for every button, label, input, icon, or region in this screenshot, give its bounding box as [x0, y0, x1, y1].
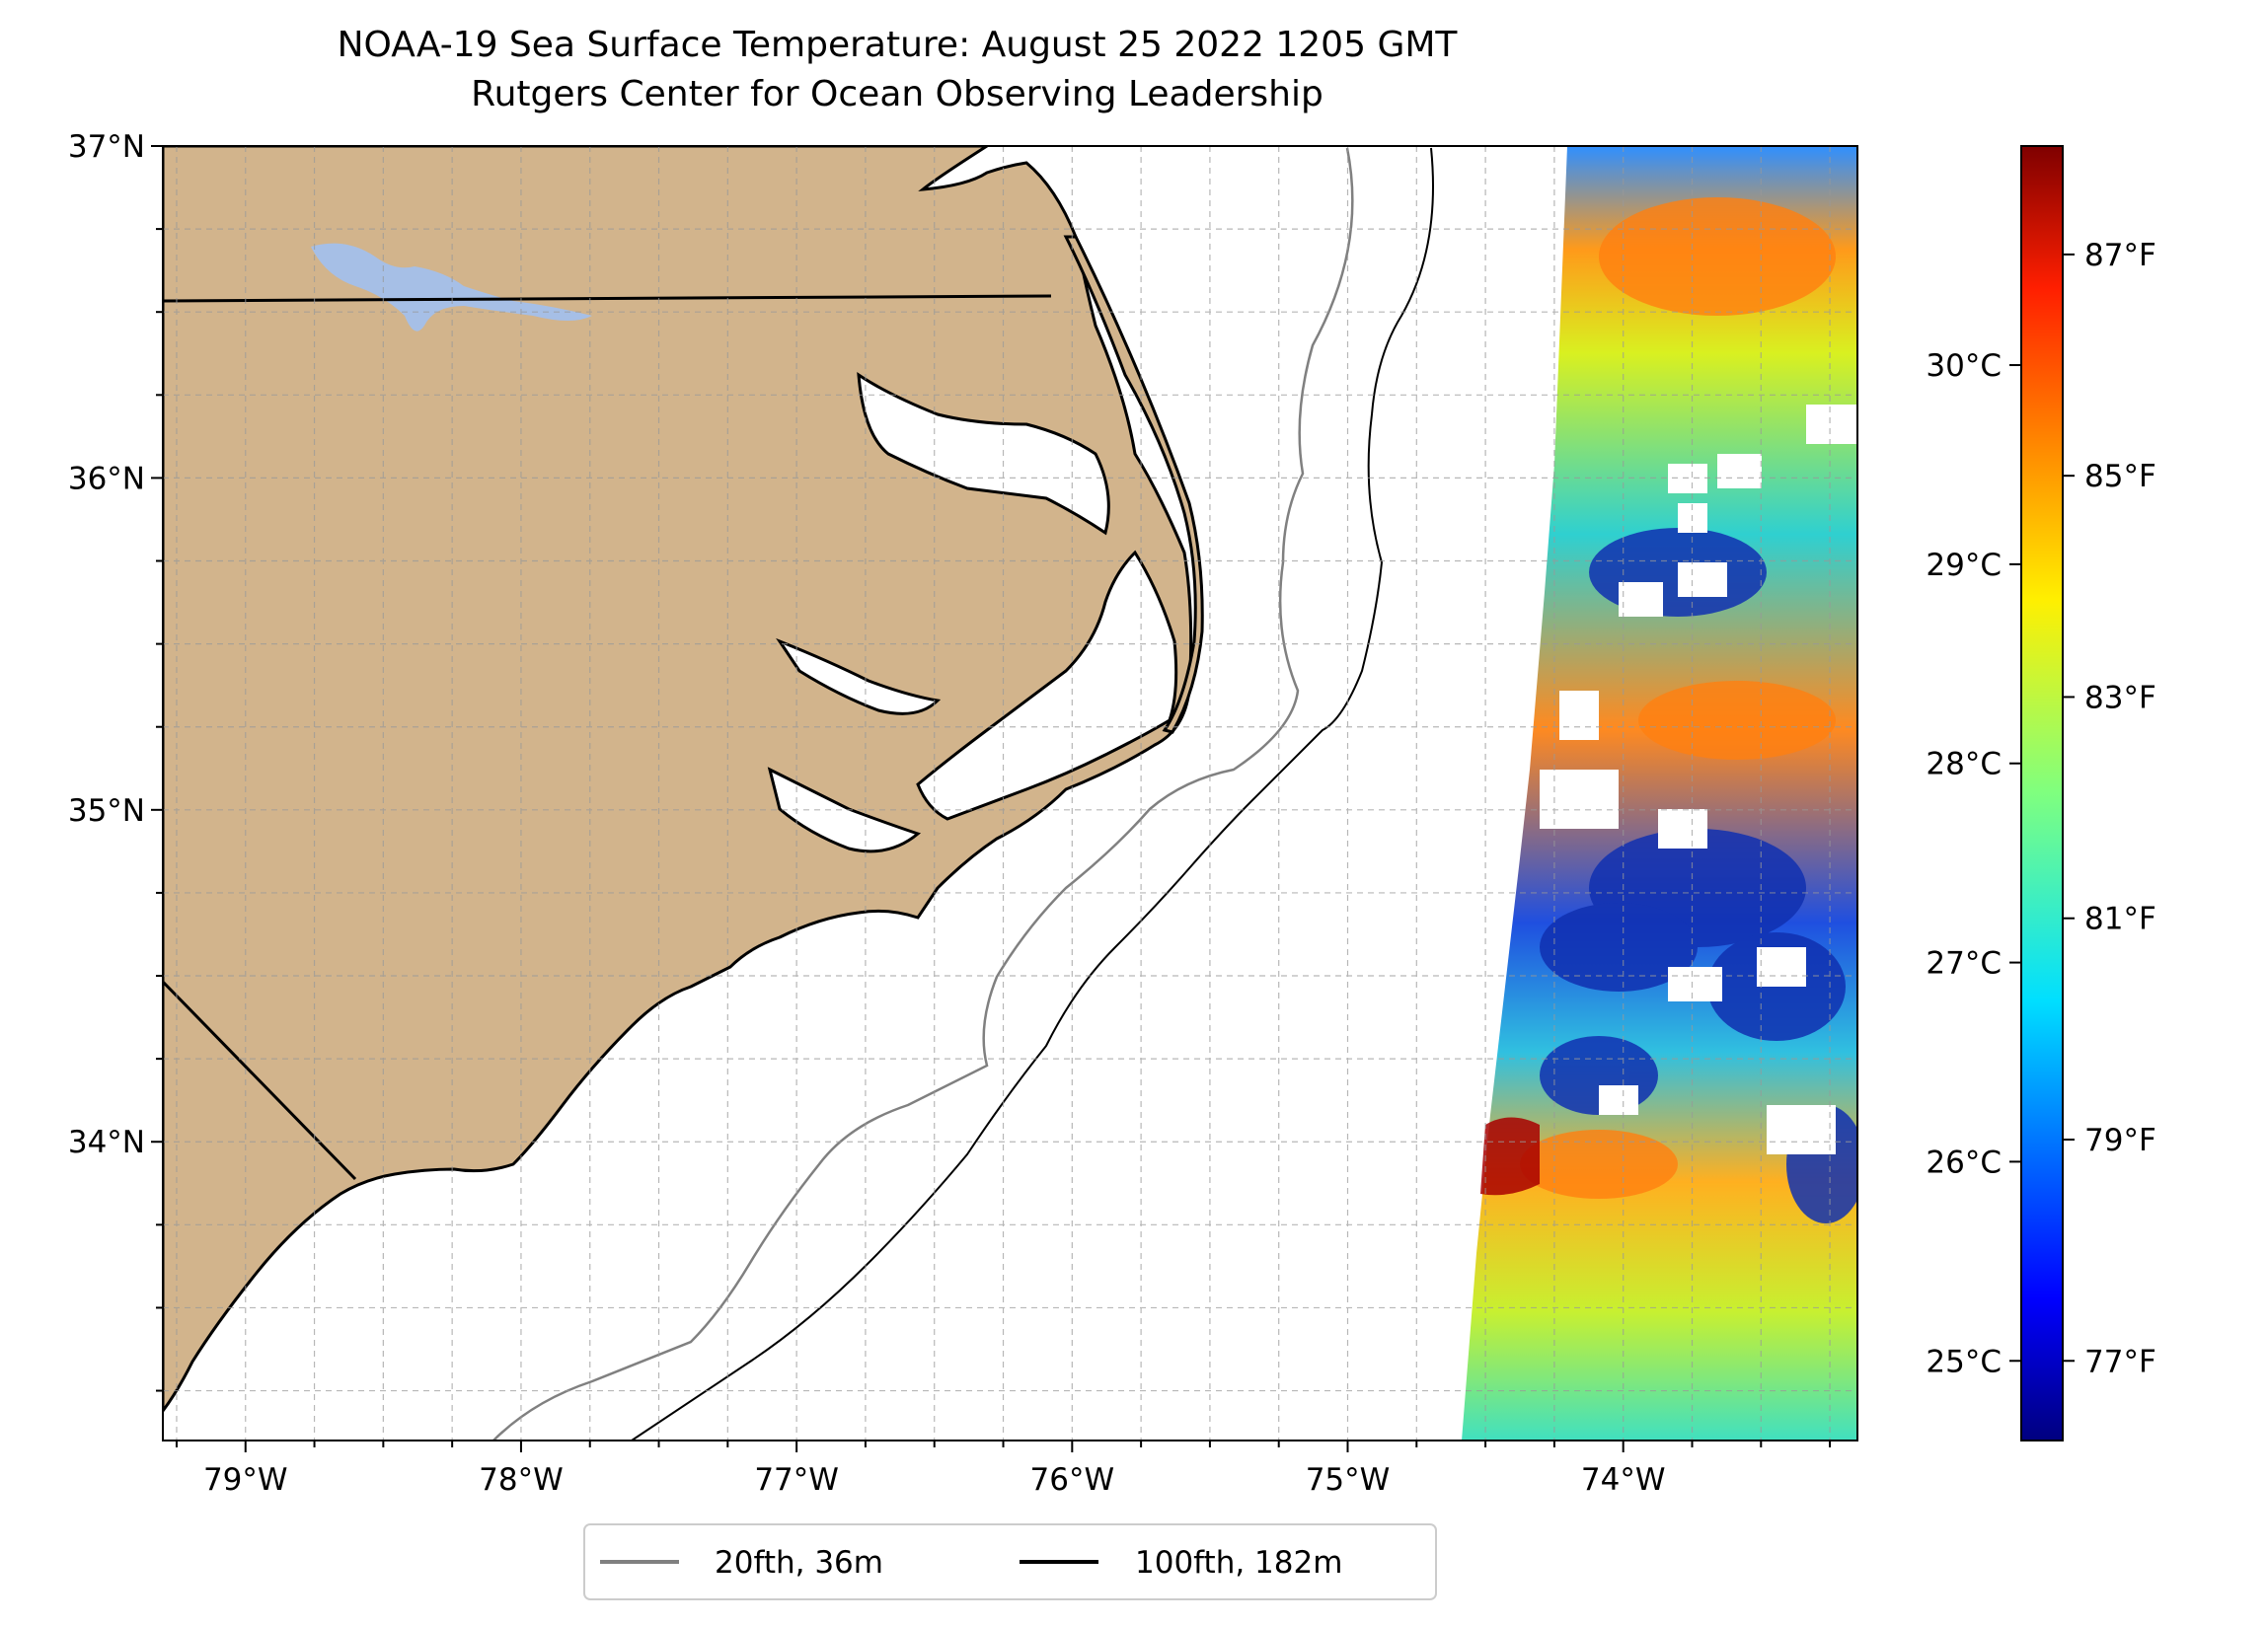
pamlico-sound	[916, 550, 1178, 821]
legend-label-100fth: 100fth, 182m	[1135, 1545, 1342, 1581]
colorbar-celsius-label: 27°C	[1926, 946, 2002, 982]
map-gridlines	[163, 146, 1857, 1441]
legend-label-20fth: 20fth, 36m	[715, 1545, 883, 1581]
longitude-tick-label: 74°W	[1581, 1462, 1666, 1498]
colorbar-celsius-label: 25°C	[1926, 1344, 2002, 1379]
outer-banks	[1063, 235, 1204, 734]
colorbar-celsius-label: 28°C	[1926, 747, 2002, 782]
map-title: NOAA-19 Sea Surface Temperature: August …	[337, 25, 1458, 65]
map-subtitle: Rutgers Center for Ocean Observing Leade…	[471, 74, 1323, 114]
colorbar-celsius-label: 29°C	[1926, 548, 2002, 583]
contour-20fth	[492, 147, 1354, 1441]
colorbar-fahrenheit-label: 83°F	[2084, 680, 2156, 715]
longitude-axis: 79°W 78°W 77°W 76°W 75°W 74°W	[175, 1441, 1832, 1498]
colorbar-celsius-label: 26°C	[1926, 1145, 2002, 1180]
longitude-tick-label: 78°W	[479, 1462, 564, 1498]
latitude-tick-label: 37°N	[68, 129, 145, 165]
colorbar-fahrenheit-label: 85°F	[2084, 459, 2156, 494]
colorbar-fahrenheit-label: 79°F	[2084, 1123, 2156, 1158]
latitude-tick-label: 34°N	[68, 1125, 145, 1160]
colorbar-fahrenheit-axis: 87°F 85°F 83°F 81°F 79°F 77°F	[2063, 238, 2156, 1379]
va-nc-border	[163, 294, 1052, 303]
albemarle-sound	[857, 372, 1110, 536]
kerr-lake	[311, 243, 592, 332]
longitude-tick-label: 76°W	[1030, 1462, 1115, 1498]
colorbar-fahrenheit-label: 77°F	[2084, 1344, 2156, 1379]
colorbar-fahrenheit-label: 81°F	[2084, 902, 2156, 937]
colorbar-fahrenheit-label: 87°F	[2084, 238, 2156, 273]
cloud-mask-patches	[1540, 405, 1857, 1154]
warm-water-patches	[1520, 197, 1836, 1199]
map-frame	[162, 145, 1858, 1441]
longitude-tick-label: 77°W	[754, 1462, 839, 1498]
neuse-river	[767, 767, 922, 853]
pamlico-river	[776, 637, 942, 715]
colorbar-bar	[2020, 145, 2064, 1441]
latitude-tick-label: 35°N	[68, 793, 145, 829]
longitude-tick-label: 79°W	[203, 1462, 288, 1498]
colorbar-celsius-label: 30°C	[1926, 348, 2002, 384]
longitude-tick-label: 75°W	[1306, 1462, 1391, 1498]
legend-box	[583, 1523, 1437, 1600]
legend: 20fth, 36m 100fth, 182m	[583, 1523, 1437, 1600]
contour-100fth	[631, 147, 1434, 1441]
nc-sc-border	[163, 980, 357, 1181]
colorbar-celsius-axis: 30°C 29°C 28°C 27°C 26°C 25°C	[1926, 348, 2021, 1379]
hot-water-patch	[1480, 1117, 1540, 1196]
sst-swath	[1462, 146, 1857, 1441]
latitude-tick-label: 36°N	[68, 461, 145, 496]
latitude-axis: 37°N 36°N 35°N 34°N	[68, 129, 163, 1392]
